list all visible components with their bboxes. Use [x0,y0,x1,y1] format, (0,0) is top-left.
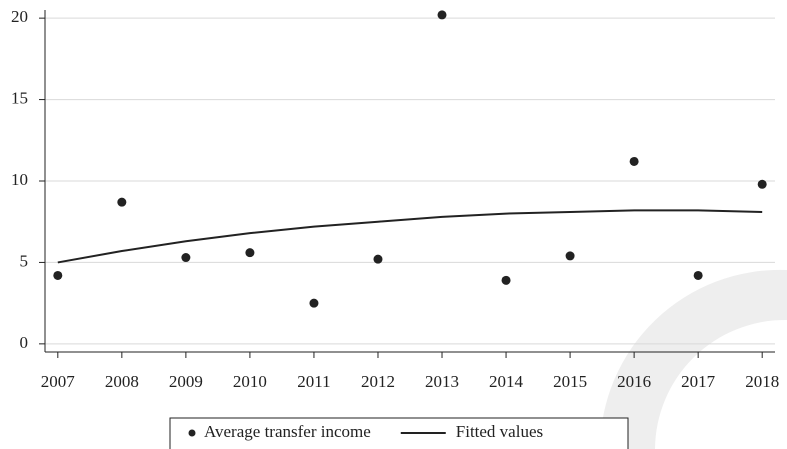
x-tick-label: 2013 [425,372,459,391]
x-tick-label: 2012 [361,372,395,391]
point [117,197,127,207]
legend-label: Fitted values [456,422,543,441]
legend-marker [188,429,196,437]
x-tick-label: 2010 [233,372,267,391]
legend-box [169,417,629,449]
point [757,179,767,189]
y-tick-label: 20 [11,7,28,26]
y-tick-label: 5 [20,251,29,270]
y-tick-label: 10 [11,170,28,189]
x-tick-label: 2011 [297,372,330,391]
x-tick-label: 2016 [617,372,651,391]
point [181,253,191,263]
x-tick-label: 2018 [745,372,779,391]
point [53,270,63,280]
x-tick-label: 2007 [41,372,76,391]
point [437,10,447,20]
y-tick-label: 0 [20,333,29,352]
x-tick-label: 2017 [681,372,716,391]
x-tick-label: 2008 [105,372,139,391]
point [309,298,319,308]
legend-label: Average transfer income [204,422,371,441]
y-tick-label: 15 [11,88,28,107]
x-tick-label: 2015 [553,372,587,391]
x-tick-label: 2009 [169,372,203,391]
watermark [600,269,787,449]
x-tick-label: 2014 [489,372,524,391]
point [245,248,255,258]
point [565,251,575,261]
point [693,270,703,280]
point [373,254,383,264]
point [629,156,639,166]
fitted-line [57,209,763,264]
point [501,275,511,285]
